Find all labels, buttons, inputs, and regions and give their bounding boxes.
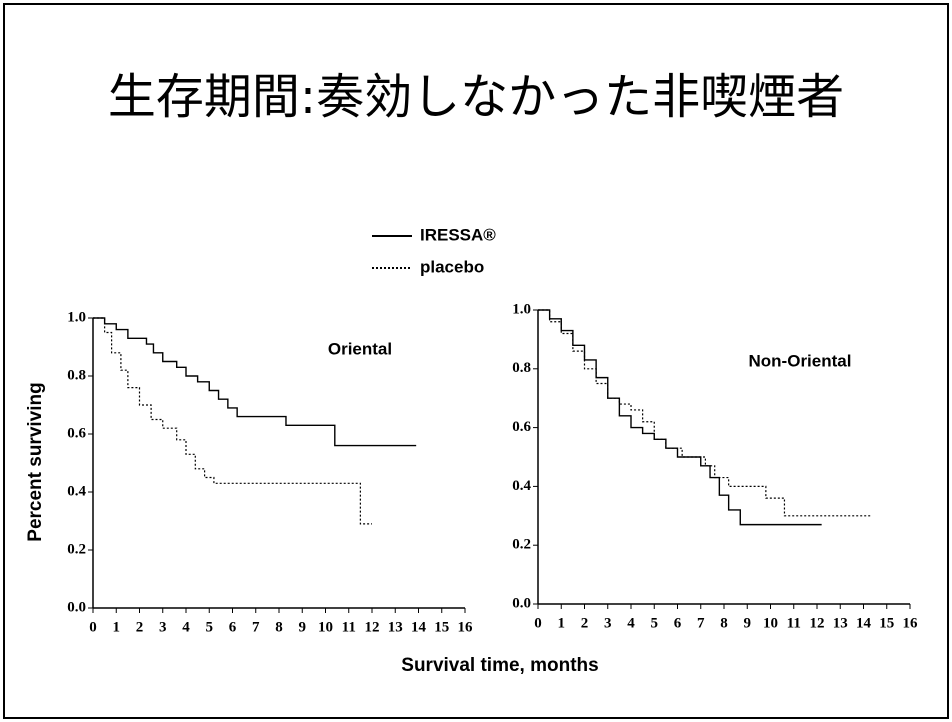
x-tick-label: 9: [744, 615, 752, 631]
x-tick-label: 9: [299, 619, 307, 635]
x-tick-label: 3: [159, 619, 167, 635]
x-tick-label: 16: [903, 615, 919, 631]
x-tick-label: 14: [856, 615, 872, 631]
x-tick-label: 16: [458, 619, 474, 635]
y-tick-label: 1.0: [67, 309, 86, 325]
x-tick-label: 5: [206, 619, 214, 635]
x-tick-label: 10: [763, 615, 778, 631]
y-tick-label: 0.6: [67, 425, 86, 441]
slide-title: 生存期間:奏効しなかった非喫煙者: [108, 69, 844, 125]
x-tick-label: 13: [833, 615, 848, 631]
x-tick-label: 5: [651, 615, 659, 631]
x-tick-label: 10: [318, 619, 333, 635]
x-tick-label: 1: [558, 615, 566, 631]
x-tick-label: 12: [365, 619, 380, 635]
chart-title: Oriental: [328, 339, 392, 358]
slide-border: [3, 3, 949, 719]
x-tick-label: 8: [275, 619, 283, 635]
legend-label: placebo: [420, 257, 484, 276]
x-tick-label: 4: [182, 619, 190, 635]
x-tick-label: 2: [581, 615, 589, 631]
x-tick-label: 11: [342, 619, 356, 635]
survival-curve: [93, 317, 417, 447]
x-tick-label: 0: [534, 615, 542, 631]
survival-curve: [538, 309, 871, 517]
survival-curve: [538, 309, 822, 526]
x-tick-label: 13: [388, 619, 403, 635]
y-tick-label: 0.4: [512, 478, 531, 494]
legend-label: IRESSA®: [420, 225, 496, 244]
x-tick-label: 15: [434, 619, 449, 635]
x-tick-label: 1: [113, 619, 121, 635]
y-tick-label: 0.2: [512, 537, 531, 553]
y-tick-label: 0.6: [512, 419, 531, 435]
x-tick-label: 2: [136, 619, 144, 635]
y-tick-label: 0.8: [512, 360, 531, 376]
chart-title: Non-Oriental: [749, 351, 852, 370]
y-tick-label: 0.8: [67, 367, 86, 383]
x-tick-label: 6: [229, 619, 237, 635]
y-tick-label: 0.2: [67, 541, 86, 557]
y-tick-label: 1.0: [512, 301, 531, 317]
x-tick-label: 6: [674, 615, 682, 631]
x-tick-label: 7: [252, 619, 260, 635]
x-tick-label: 7: [697, 615, 705, 631]
x-tick-label: 11: [787, 615, 801, 631]
x-axis-label: Survival time, months: [401, 655, 598, 676]
y-tick-label: 0.0: [512, 595, 531, 611]
x-tick-label: 4: [627, 615, 635, 631]
x-tick-label: 12: [810, 615, 825, 631]
y-tick-label: 0.4: [67, 483, 86, 499]
y-tick-label: 0.0: [67, 599, 86, 615]
x-tick-label: 14: [411, 619, 427, 635]
x-tick-label: 0: [89, 619, 97, 635]
x-tick-label: 15: [879, 615, 894, 631]
x-tick-label: 3: [604, 615, 612, 631]
y-axis-label: Percent surviving: [25, 382, 46, 541]
x-tick-label: 8: [720, 615, 728, 631]
